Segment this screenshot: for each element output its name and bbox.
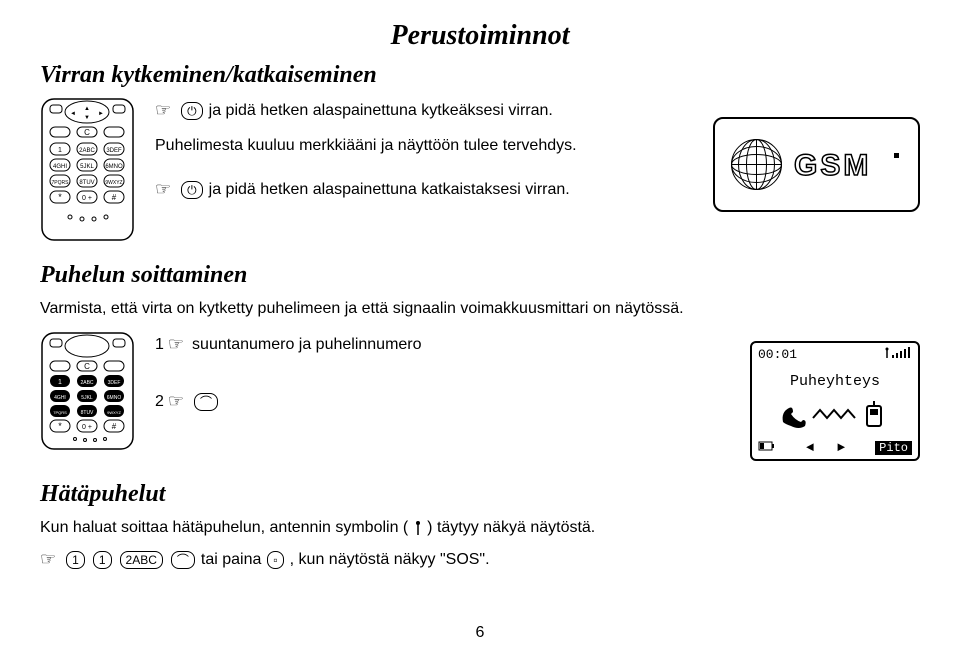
display-softkey: Pito <box>875 441 912 455</box>
s3-mid: tai paina <box>201 548 262 572</box>
softkey-icon: ▫ <box>267 551 283 569</box>
svg-text:8TUV: 8TUV <box>79 180 94 186</box>
svg-text:1: 1 <box>58 147 62 154</box>
svg-text:6MNO: 6MNO <box>107 395 122 401</box>
section1-row: ▲ ▼ ◄ ► C 1 2ABC 3DEF 4GHI 5JKL 6MNO 7PQ… <box>40 97 920 242</box>
svg-text:5JKL: 5JKL <box>80 164 94 170</box>
svg-text:2ABC: 2ABC <box>79 148 95 154</box>
call-key-icon: ⌒ <box>171 551 195 569</box>
hand-icon: ☞ <box>155 176 171 203</box>
svg-text:9WXYZ: 9WXYZ <box>105 180 122 186</box>
display-main-text: Puheyhteys <box>758 373 912 390</box>
section2-title: Puhelun soittaminen <box>40 262 920 289</box>
svg-text:7PQRS: 7PQRS <box>52 180 70 186</box>
s3-end: , kun näytöstä näkyy "SOS". <box>290 548 490 572</box>
section3-line2: ☞ 1 1 2ABC ⌒ tai paina ▫ , kun näytöstä … <box>40 546 920 573</box>
globe-icon <box>729 137 784 192</box>
battery-icon <box>758 440 776 455</box>
svg-text:C: C <box>84 362 90 371</box>
svg-text:5JKL: 5JKL <box>81 395 93 401</box>
page-title: Perustoiminnot <box>40 20 920 52</box>
keypad-illustration-2: C 1 2ABC 3DEF 4GHI 5JKL 6MNO 7PQRS 8TUV … <box>40 331 135 451</box>
display-signal <box>884 347 912 363</box>
s1-line2: Puhelimesta kuuluu merkkiääni ja näyttöö… <box>155 134 693 158</box>
svg-text:0 +: 0 + <box>82 195 92 202</box>
svg-text:4GHI: 4GHI <box>54 395 66 401</box>
svg-text:2ABC: 2ABC <box>80 380 93 386</box>
gsm-logo-box: GSM <box>713 117 920 212</box>
svg-text:◄: ◄ <box>70 111 76 117</box>
phone-display: 00:01 Puheyhteys ◄ ► Pito <box>750 341 920 461</box>
svg-text:3DEF: 3DEF <box>108 380 121 386</box>
section2-intro: Varmista, että virta on kytketty puhelim… <box>40 297 920 321</box>
svg-text:#: # <box>112 422 117 431</box>
s3-pre: Kun haluat soittaa hätäpuhelun, antennin… <box>40 519 408 536</box>
svg-text:▼: ▼ <box>84 115 90 121</box>
s1-line3: ja pidä hetken alaspainettuna katkaistak… <box>209 178 570 202</box>
step1-text: suuntanumero ja puhelinnumero <box>192 333 421 357</box>
display-call-graphic <box>758 400 912 430</box>
svg-text:▲: ▲ <box>84 106 90 112</box>
section1-title: Virran kytkeminen/katkaiseminen <box>40 62 920 89</box>
svg-text:6MNO: 6MNO <box>105 164 123 170</box>
hand-icon: ☞ <box>168 331 184 358</box>
page-number: 6 <box>0 624 960 642</box>
svg-text:*: * <box>58 421 62 431</box>
s3-post: ) täytyy näkyä näytöstä. <box>427 519 595 536</box>
power-key-icon: ⏻ <box>181 102 203 120</box>
key-2-icon: 2ABC <box>120 551 163 569</box>
svg-text:GSM: GSM <box>794 149 871 182</box>
s1-line1: ja pidä hetken alaspainettuna kytkeäkses… <box>209 99 553 123</box>
svg-text:7PQRS: 7PQRS <box>53 410 67 415</box>
svg-text:9WXYZ: 9WXYZ <box>107 410 121 415</box>
gsm-text-icon: GSM <box>794 145 904 185</box>
step1-num: 1 <box>155 333 164 357</box>
section2-steps: 1 ☞ suuntanumero ja puhelinnumero 2 ☞ ⌒ <box>155 331 730 425</box>
svg-text:8TUV: 8TUV <box>81 410 94 416</box>
svg-text:#: # <box>112 193 117 202</box>
call-key-icon: ⌒ <box>194 393 218 411</box>
svg-text:3DEF: 3DEF <box>106 148 122 154</box>
svg-text:C: C <box>84 128 90 137</box>
key-1-icon: 1 <box>66 551 85 569</box>
display-time: 00:01 <box>758 347 797 363</box>
svg-text:*: * <box>58 192 62 202</box>
antenna-icon <box>413 520 423 536</box>
svg-text:4GHI: 4GHI <box>53 164 67 170</box>
power-key-icon: ⏻ <box>181 181 203 199</box>
keypad-illustration: ▲ ▼ ◄ ► C 1 2ABC 3DEF 4GHI 5JKL 6MNO 7PQ… <box>40 97 135 242</box>
section2-row: C 1 2ABC 3DEF 4GHI 5JKL 6MNO 7PQRS 8TUV … <box>40 331 920 461</box>
section3-line1: Kun haluat soittaa hätäpuhelun, antennin… <box>40 516 920 540</box>
hand-icon: ☞ <box>155 97 171 124</box>
section3-title: Hätäpuhelut <box>40 481 920 508</box>
step2-num: 2 <box>155 390 164 414</box>
hand-icon: ☞ <box>40 546 56 573</box>
svg-text:0 +: 0 + <box>82 424 92 431</box>
svg-text:1: 1 <box>58 379 62 386</box>
svg-text:►: ► <box>98 111 104 117</box>
hand-icon: ☞ <box>168 388 184 415</box>
arrows-icon: ◄ ► <box>806 440 845 455</box>
key-1-icon: 1 <box>93 551 112 569</box>
section1-text: ☞ ⏻ ja pidä hetken alaspainettuna kytkeä… <box>155 97 693 213</box>
